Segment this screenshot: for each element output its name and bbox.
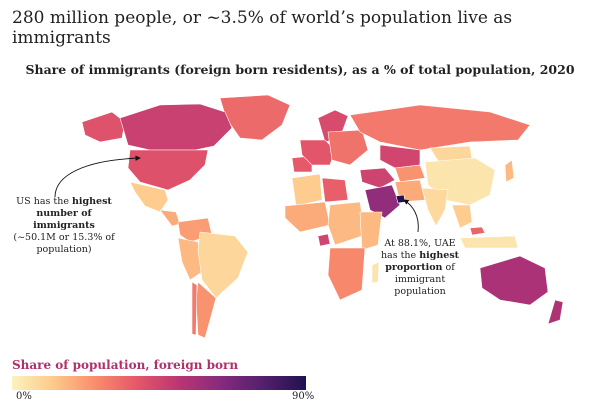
- region-russia: [349, 104, 531, 151]
- region-gabon: [317, 233, 331, 247]
- region-japan: [504, 159, 515, 183]
- legend-color-scale: [12, 376, 306, 390]
- region-uae: [395, 194, 406, 204]
- region-southeast-asia: [451, 204, 473, 229]
- uae-annotation-bold: highest proportion: [385, 250, 460, 273]
- region-new-zealand: [547, 299, 564, 325]
- region-west-africa: [284, 201, 331, 233]
- region-malaysia: [469, 226, 486, 236]
- legend-title: Share of population, foreign born: [12, 358, 239, 372]
- region-north-africa: [291, 173, 323, 207]
- uae-annotation: At 88.1%, UAE has the highest proportion…: [378, 238, 462, 298]
- region-southern-africa: [327, 247, 366, 301]
- us-annotation-detail: (~50.1M or 15.3% of population): [13, 232, 115, 255]
- region-indonesia: [459, 235, 519, 249]
- us-annotation: US has the highest number of immigrants …: [12, 196, 116, 256]
- uae-annotation-detail: of immigrant population: [394, 262, 455, 297]
- map-title: Share of immigrants (foreign born reside…: [25, 62, 575, 77]
- region-united-states: [127, 149, 209, 191]
- region-central-africa: [327, 201, 366, 246]
- region-east-africa: [359, 211, 383, 251]
- headline-cropped: [0, 0, 600, 6]
- world-map: [54, 94, 564, 339]
- region-saudi-arabia: [364, 184, 401, 219]
- region-central-asia: [394, 164, 426, 183]
- legend-min-label: 0%: [16, 391, 32, 402]
- region-mexico: [129, 181, 169, 213]
- region-middle-east: [359, 167, 396, 189]
- legend-max-label: 90%: [292, 391, 315, 402]
- region-alaska: [81, 111, 126, 143]
- region-eastern-europe: [327, 129, 369, 166]
- subtitle: 280 million people, or ~3.5% of world’s …: [12, 8, 513, 48]
- region-australia: [479, 255, 549, 306]
- region-india-south-asia: [421, 187, 449, 227]
- us-annotation-text: US has the: [16, 196, 72, 207]
- uae-annotation-text: At 88.1%, UAE has the: [380, 238, 456, 261]
- us-annotation-arrow: [54, 155, 141, 198]
- region-canada: [119, 103, 233, 151]
- region-chile: [191, 281, 198, 336]
- region-peru-bolivia: [177, 237, 203, 281]
- region-central-america: [159, 209, 181, 227]
- region-libya: [321, 177, 349, 203]
- region-greenland: [219, 94, 291, 141]
- region-western-europe: [299, 139, 336, 166]
- region-brazil: [197, 231, 249, 299]
- us-annotation-bold: highest number of immigrants: [33, 196, 112, 231]
- uae-annotation-arrow: [403, 199, 419, 233]
- region-madagascar: [371, 261, 380, 284]
